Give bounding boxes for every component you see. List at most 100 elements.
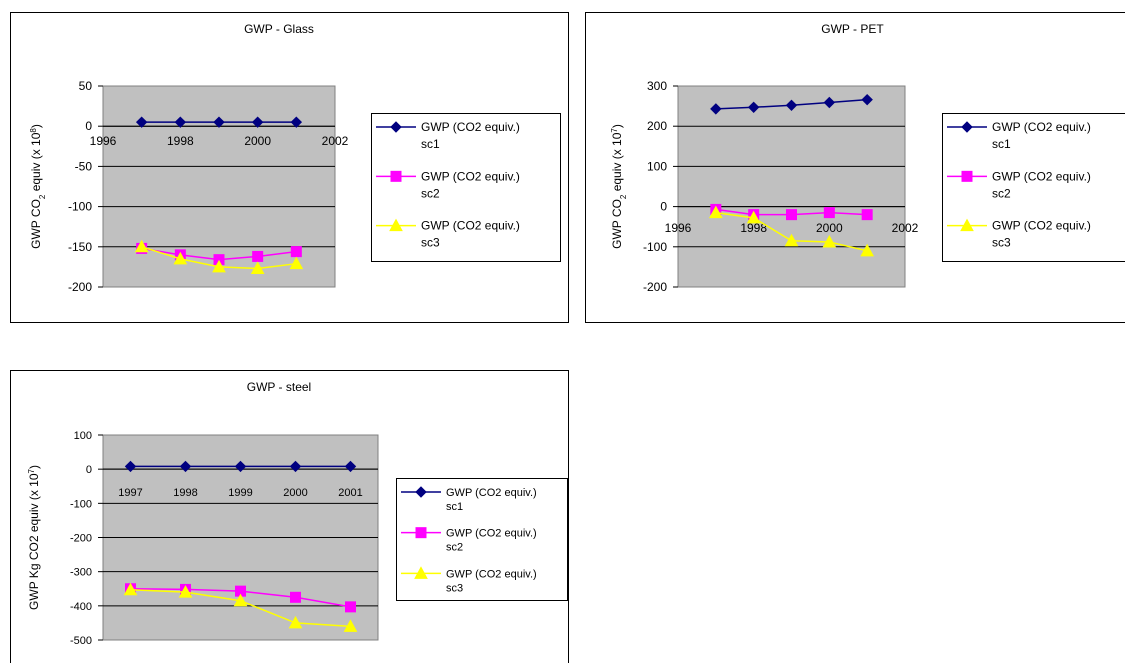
legend: GWP (CO2 equiv.)sc1 GWP (CO2 equiv.) sc2 GW… bbox=[371, 113, 561, 262]
data-point bbox=[822, 234, 837, 248]
legend-label: GWP (CO2 equiv.) bbox=[421, 219, 520, 233]
y-axis-label: GWP CO2 equiv (x 107) bbox=[610, 124, 628, 249]
series-3 bbox=[123, 582, 358, 632]
data-point bbox=[860, 243, 875, 257]
data-point bbox=[785, 99, 798, 112]
legend-item: GWP (CO2 equiv.) sc3 bbox=[947, 218, 1091, 250]
chart-title: GWP - Glass bbox=[244, 22, 314, 36]
legend-swatch-marker bbox=[960, 218, 974, 232]
y-axis-label-part: GWP CO bbox=[610, 199, 624, 249]
data-point bbox=[252, 250, 264, 262]
data-point bbox=[135, 116, 148, 128]
data-point bbox=[233, 593, 248, 607]
legend-swatch-marker bbox=[961, 121, 973, 133]
x-tick-label: 1996 bbox=[90, 134, 117, 148]
y-axis-label-part: GWP CO bbox=[29, 199, 43, 249]
legend-label: sc2 bbox=[421, 186, 440, 200]
chart-title: GWP - steel bbox=[247, 380, 311, 394]
series-1 bbox=[710, 93, 873, 115]
data-point bbox=[250, 261, 265, 275]
y-tick-label: -100 bbox=[643, 240, 667, 254]
data-point bbox=[289, 256, 304, 270]
data-point bbox=[786, 209, 797, 221]
legend-box bbox=[396, 478, 568, 601]
legend-label: GWP (CO2 equiv.) bbox=[421, 169, 520, 183]
x-tick-label: 2002 bbox=[322, 134, 349, 148]
y-tick-label: -150 bbox=[68, 240, 92, 254]
data-point bbox=[345, 601, 356, 613]
y-tick-label: -500 bbox=[70, 635, 92, 647]
data-point bbox=[173, 251, 188, 265]
data-point bbox=[212, 259, 226, 273]
legend-box bbox=[371, 113, 561, 262]
legend-label: sc3 bbox=[992, 236, 1011, 250]
data-point bbox=[710, 103, 722, 115]
legend-item: GWP (CO2 equiv.) sc1 bbox=[376, 120, 520, 151]
x-tick-label: 2000 bbox=[244, 134, 271, 148]
y-tick-label: -300 bbox=[70, 567, 92, 579]
y-tick-label: -100 bbox=[68, 200, 92, 214]
plot-area bbox=[677, 85, 906, 288]
legend-label: GWP (CO2 equiv.) bbox=[446, 568, 537, 580]
y-tick-label: 0 bbox=[660, 200, 667, 214]
data-point bbox=[290, 246, 302, 258]
data-point bbox=[288, 615, 303, 629]
legend-label: GWP (CO2 equiv.) bbox=[992, 219, 1091, 233]
data-point bbox=[746, 210, 761, 224]
legend-swatch-marker bbox=[390, 121, 402, 133]
data-point bbox=[823, 207, 835, 219]
legend-swatch-marker bbox=[389, 218, 403, 232]
x-tick-label: 1998 bbox=[740, 221, 767, 235]
chart-2: GWP - PET 300 200 100 0 -100 -200 GWP CO2 equiv… bbox=[585, 12, 1125, 323]
data-point bbox=[343, 619, 358, 632]
chart-title: GWP - PET bbox=[821, 22, 884, 36]
data-point bbox=[178, 585, 193, 598]
data-point bbox=[123, 582, 138, 596]
y-axis-label-part: 2 bbox=[38, 194, 47, 199]
y-axis-label-part: 7 bbox=[610, 128, 619, 133]
x-tick-label: 2000 bbox=[816, 221, 843, 235]
y-axis-label-part: 8 bbox=[29, 128, 38, 133]
y-tick-label: -400 bbox=[70, 601, 92, 613]
data-point bbox=[747, 101, 760, 114]
data-point bbox=[134, 239, 149, 253]
data-point bbox=[290, 116, 303, 128]
legend-label: sc3 bbox=[421, 236, 440, 250]
y-axis-label-part: equiv (x 10 bbox=[610, 132, 624, 194]
data-point bbox=[861, 93, 873, 106]
x-tick-label: 1998 bbox=[167, 134, 194, 148]
y-axis-label-part: GWP Kg CO2 equiv (x 10 bbox=[27, 473, 41, 610]
data-point bbox=[290, 591, 301, 603]
x-tick-label: 1997 bbox=[118, 487, 142, 499]
y-tick-label: 300 bbox=[647, 79, 667, 93]
chart-1: GWP - Glass 50 0 -50 -100 -150 -200 GWP CO2 equ… bbox=[10, 12, 569, 323]
data-point bbox=[708, 205, 723, 219]
legend-item: GWP (CO2 equiv.) sc2 bbox=[947, 169, 1091, 200]
y-tick-label: 200 bbox=[647, 119, 667, 133]
legend-item: GWP (CO2 equiv.) sc2 bbox=[401, 527, 537, 554]
legend-swatch-marker bbox=[414, 566, 428, 579]
y-axis-label-part: ) bbox=[610, 124, 624, 128]
legend-box bbox=[942, 113, 1125, 262]
x-tick-label: 2001 bbox=[338, 487, 362, 499]
y-axis-label: GWP CO2 equiv (x 108) bbox=[29, 124, 47, 249]
legend-label: GWP (CO2 equiv.) bbox=[992, 169, 1091, 183]
y-tick-label: 0 bbox=[85, 119, 92, 133]
data-point bbox=[344, 460, 357, 473]
legend-label: GWP (CO2 equiv.) bbox=[992, 120, 1091, 134]
y-axis-label-part: 2 bbox=[619, 194, 628, 199]
chart-3: GWP - steel 100 0 -100 -200 -300 -400 -500 GWP K… bbox=[10, 370, 569, 663]
x-tick-label: 1998 bbox=[173, 487, 197, 499]
legend-label: GWP (CO2 equiv.) bbox=[446, 528, 537, 540]
y-axis-label-part: equiv (x 10 bbox=[29, 132, 43, 194]
x-tick-label: 1996 bbox=[665, 221, 692, 235]
data-point bbox=[289, 460, 302, 473]
legend-label: sc2 bbox=[446, 542, 463, 554]
y-tick-label: 50 bbox=[79, 79, 93, 93]
y-tick-label: 100 bbox=[74, 430, 92, 442]
legend-swatch-marker bbox=[390, 170, 402, 182]
legend-label: sc2 bbox=[992, 186, 1011, 200]
series-1 bbox=[124, 460, 357, 473]
